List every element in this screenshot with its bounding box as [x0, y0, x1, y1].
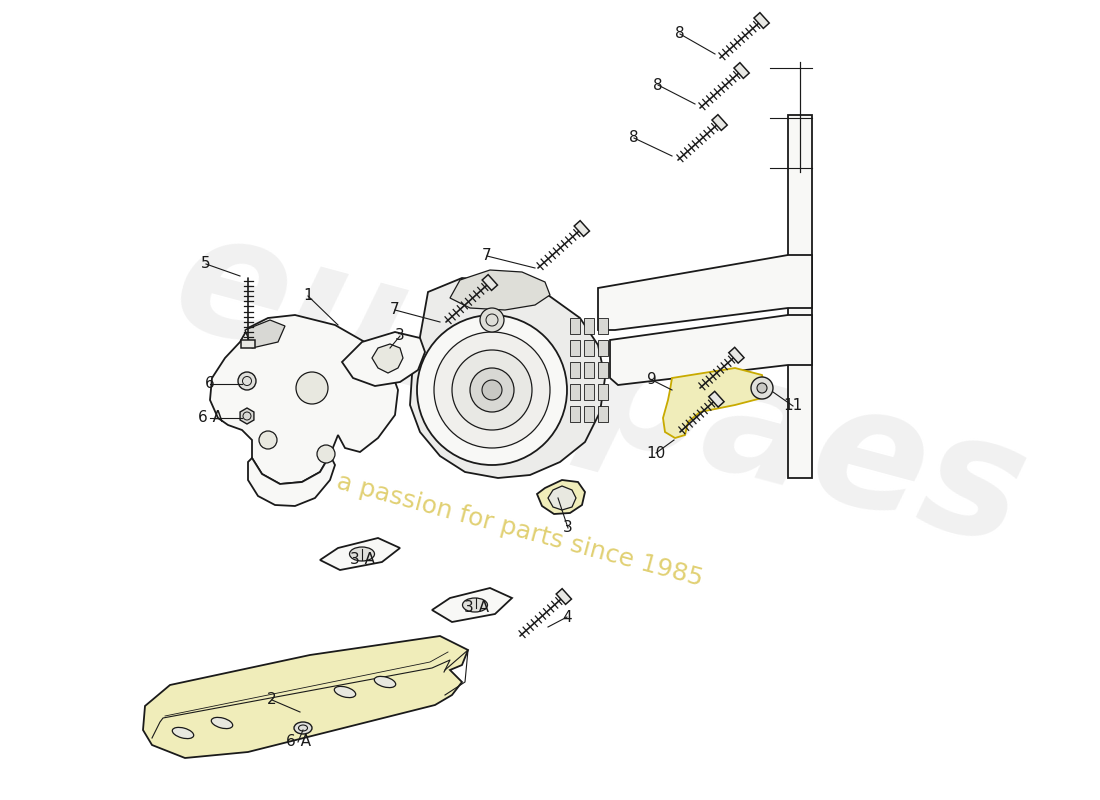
Text: europaes: europaes — [157, 198, 1043, 582]
Polygon shape — [143, 636, 468, 758]
Circle shape — [317, 445, 336, 463]
Ellipse shape — [173, 727, 194, 738]
Circle shape — [296, 372, 328, 404]
Text: 3 A: 3 A — [350, 553, 374, 567]
Polygon shape — [734, 62, 749, 78]
Polygon shape — [342, 332, 425, 386]
Bar — [584, 384, 594, 400]
Text: 4: 4 — [562, 610, 572, 625]
Text: 7: 7 — [390, 302, 399, 318]
Circle shape — [757, 383, 767, 393]
Circle shape — [434, 332, 550, 448]
Circle shape — [482, 380, 502, 400]
Circle shape — [258, 431, 277, 449]
Bar — [570, 384, 580, 400]
Text: 7: 7 — [482, 249, 492, 263]
Text: 11: 11 — [783, 398, 803, 414]
Text: 6 A: 6 A — [198, 410, 222, 426]
Bar — [570, 340, 580, 356]
Bar — [584, 362, 594, 378]
Polygon shape — [708, 391, 724, 407]
Polygon shape — [729, 347, 744, 363]
Circle shape — [480, 308, 504, 332]
Circle shape — [417, 315, 566, 465]
Text: 10: 10 — [647, 446, 666, 461]
Bar — [570, 406, 580, 422]
Polygon shape — [248, 455, 336, 506]
Text: 8: 8 — [629, 130, 639, 146]
Bar — [598, 384, 608, 400]
Polygon shape — [241, 340, 255, 348]
Polygon shape — [537, 480, 585, 514]
Bar — [584, 318, 594, 334]
Polygon shape — [712, 114, 727, 130]
Circle shape — [470, 368, 514, 412]
Polygon shape — [450, 270, 550, 310]
Ellipse shape — [294, 722, 312, 734]
Circle shape — [238, 372, 256, 390]
Polygon shape — [788, 115, 812, 478]
Text: 8: 8 — [675, 26, 685, 42]
Bar — [598, 318, 608, 334]
Polygon shape — [610, 315, 812, 385]
Text: 5: 5 — [201, 257, 211, 271]
Text: 1: 1 — [304, 289, 312, 303]
Bar — [584, 406, 594, 422]
Ellipse shape — [350, 547, 374, 561]
Polygon shape — [598, 255, 812, 330]
Circle shape — [751, 377, 773, 399]
Polygon shape — [754, 13, 769, 29]
Polygon shape — [482, 274, 497, 290]
Ellipse shape — [462, 598, 487, 612]
Bar — [570, 362, 580, 378]
Polygon shape — [240, 408, 254, 424]
Polygon shape — [210, 315, 398, 484]
Bar — [598, 340, 608, 356]
Bar — [584, 340, 594, 356]
Text: 9: 9 — [647, 373, 657, 387]
Polygon shape — [410, 278, 605, 478]
Ellipse shape — [374, 676, 396, 688]
Ellipse shape — [211, 718, 233, 729]
Polygon shape — [548, 486, 576, 510]
Polygon shape — [320, 538, 400, 570]
Polygon shape — [663, 368, 764, 438]
Polygon shape — [245, 320, 285, 348]
Text: 3 A: 3 A — [463, 601, 488, 615]
Text: 6 A: 6 A — [286, 734, 310, 750]
Text: 2: 2 — [267, 693, 277, 707]
Bar — [598, 362, 608, 378]
Bar — [598, 406, 608, 422]
Polygon shape — [574, 221, 590, 236]
Circle shape — [452, 350, 532, 430]
Polygon shape — [432, 588, 512, 622]
Polygon shape — [557, 589, 572, 604]
Text: 8: 8 — [653, 78, 663, 93]
Bar — [570, 318, 580, 334]
Ellipse shape — [334, 686, 355, 698]
Text: 3: 3 — [395, 329, 405, 343]
Text: 3: 3 — [563, 521, 573, 535]
Text: 6: 6 — [205, 377, 214, 391]
Polygon shape — [372, 344, 403, 373]
Text: a passion for parts since 1985: a passion for parts since 1985 — [334, 470, 706, 590]
